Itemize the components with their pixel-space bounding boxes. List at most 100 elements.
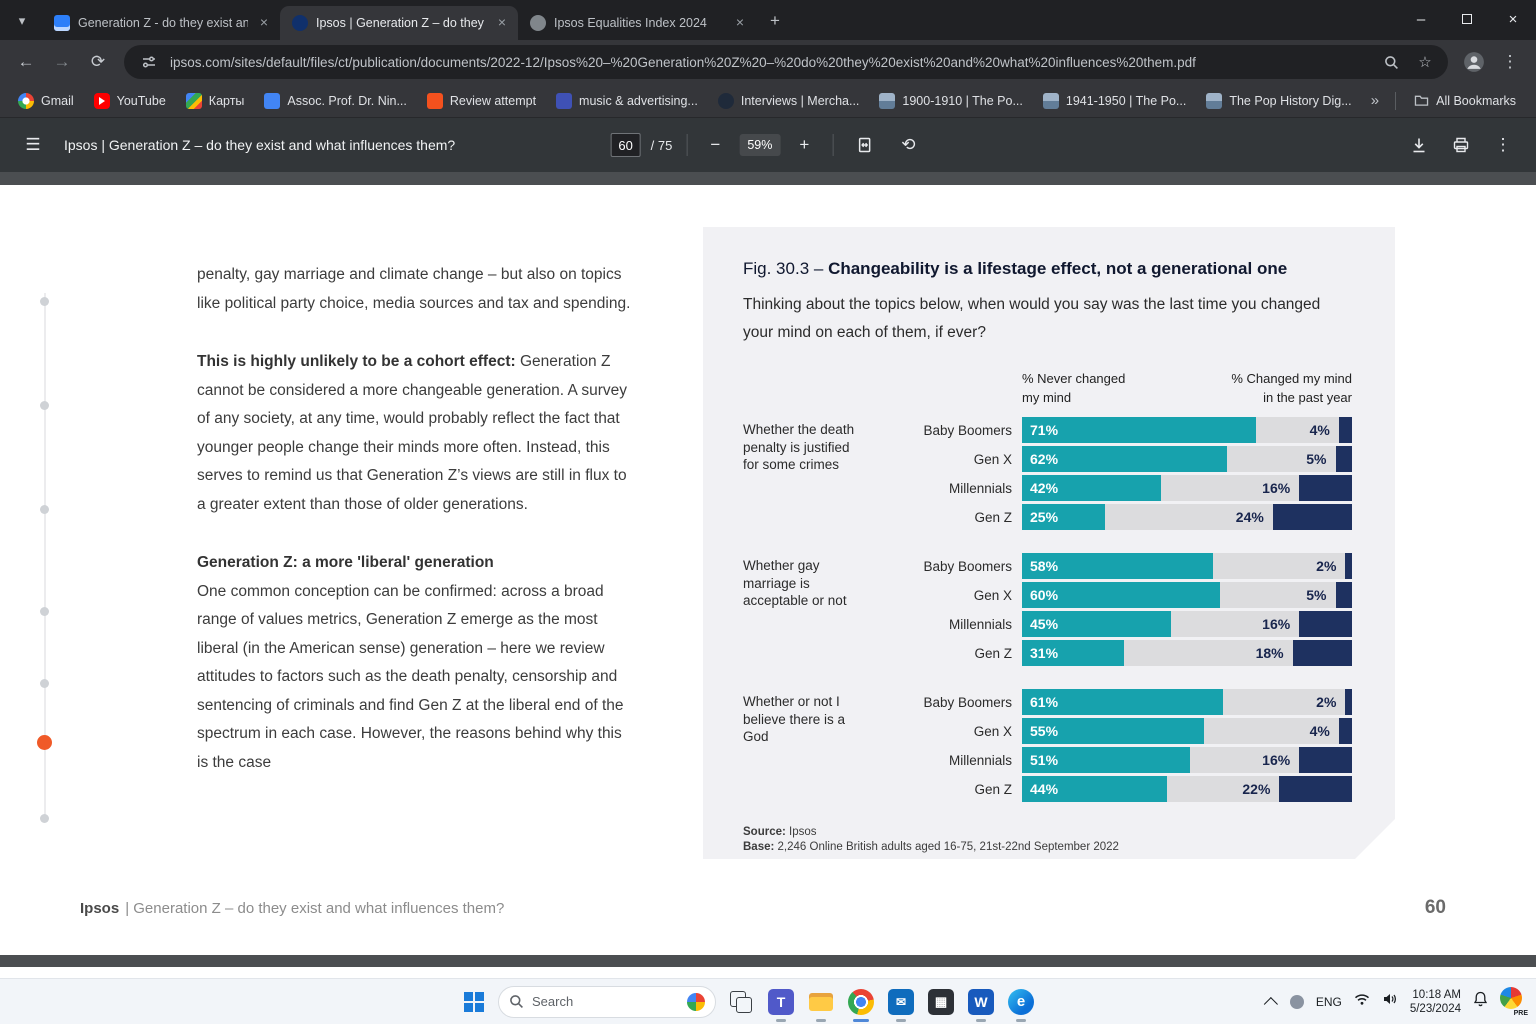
- zoom-in-button[interactable]: +: [799, 135, 810, 154]
- source-label: Source:: [743, 826, 786, 838]
- paragraph: One common conception can be confirmed: …: [197, 582, 624, 771]
- notification-bell-icon[interactable]: [1473, 991, 1488, 1012]
- changed-value-label: 24%: [1235, 509, 1264, 525]
- bookmark-item[interactable]: Review attempt: [419, 89, 544, 113]
- generation-label: Gen X: [973, 451, 1012, 467]
- bookmark-item[interactable]: 1900-1910 | The Po...: [871, 89, 1030, 113]
- pdf-menu-icon[interactable]: ☰: [25, 135, 41, 154]
- tab-search-icon[interactable]: ▾: [18, 13, 26, 28]
- never-value-label: 60%: [1030, 587, 1059, 603]
- tray-app-icon[interactable]: [1289, 994, 1304, 1009]
- zoom-out-button[interactable]: −: [710, 135, 721, 154]
- inline-heading: This is highly unlikely to be a cohort e…: [197, 353, 516, 370]
- bar-changed-past-year: [1299, 747, 1352, 773]
- site-info-icon[interactable]: [136, 49, 162, 75]
- edge-icon[interactable]: e: [1008, 988, 1034, 1022]
- address-bar[interactable]: ipsos.com/sites/default/files/ct/publica…: [124, 45, 1448, 79]
- browser-menu-icon[interactable]: ⋮: [1501, 52, 1519, 71]
- language-indicator[interactable]: ENG: [1315, 994, 1342, 1009]
- bookmark-item[interactable]: YouTube: [86, 89, 174, 113]
- profile-avatar[interactable]: [1458, 46, 1490, 78]
- photo-favicon: [1042, 92, 1059, 109]
- clock[interactable]: 10:18 AM 5/23/2024: [1410, 988, 1461, 1016]
- file-explorer-icon[interactable]: [808, 989, 834, 1022]
- forward-icon[interactable]: →: [53, 52, 71, 71]
- toolbar-separator: [832, 134, 834, 156]
- back-icon[interactable]: ←: [17, 52, 35, 71]
- rotate-icon[interactable]: ⟲: [901, 135, 916, 154]
- bookmarks-overflow-icon[interactable]: »: [1370, 92, 1380, 109]
- gray-circle-favicon: [530, 15, 546, 31]
- new-tab-button[interactable]: +: [770, 11, 780, 30]
- bar-never-changed: 60%: [1022, 582, 1220, 608]
- bookmark-item[interactable]: Interviews | Mercha...: [710, 89, 868, 113]
- taskbar-search[interactable]: Search: [498, 985, 716, 1018]
- tray-chevron-up-icon[interactable]: [1263, 996, 1278, 1011]
- reload-icon[interactable]: ⟳: [90, 52, 106, 71]
- tab-strip: ▾ Generation Z - do they exist an... × Ips…: [0, 0, 1536, 40]
- bookmark-star-icon[interactable]: ☆: [1418, 54, 1432, 71]
- bar-rows: Baby Boomers 71% 4% Gen X 62% 5% Millennials 42…: [888, 417, 1352, 533]
- bar-never-changed: 71%: [1022, 417, 1256, 443]
- running-indicator: [976, 1018, 986, 1022]
- bar-never-changed: 51%: [1022, 747, 1190, 773]
- word-icon[interactable]: W: [968, 988, 994, 1022]
- store-icon[interactable]: ▦: [928, 988, 954, 1015]
- bookmarks-divider: [1395, 91, 1397, 110]
- outlook-icon[interactable]: ✉: [888, 988, 914, 1022]
- chart-figure-number: Fig. 30.3 –: [743, 259, 829, 278]
- bookmark-item[interactable]: 1941-1950 | The Po...: [1035, 89, 1194, 113]
- bar-rows: Baby Boomers 61% 2% Gen X 55% 4% Millennials 51…: [888, 689, 1352, 805]
- never-changed-header: % Never changed my mind: [1022, 371, 1126, 405]
- all-bookmarks-button[interactable]: All Bookmarks: [1404, 90, 1526, 112]
- bar-track: 62% 5%: [1022, 446, 1352, 472]
- chart-group: Whether or not I believe there is a God B…: [743, 689, 1355, 805]
- tray-colorful-app-icon[interactable]: PRE: [1500, 986, 1528, 1017]
- chrome-icon[interactable]: [848, 988, 874, 1022]
- browser-tab[interactable]: Generation Z - do they exist an... ×: [42, 6, 280, 40]
- bookmark-label: 1900-1910 | The Po...: [902, 93, 1023, 108]
- bookmark-item[interactable]: music & advertising...: [548, 89, 706, 113]
- bar-never-changed: 62%: [1022, 446, 1227, 472]
- page-number-input[interactable]: 60: [610, 133, 641, 157]
- url-text[interactable]: ipsos.com/sites/default/files/ct/publica…: [170, 54, 1196, 70]
- bookmark-item[interactable]: Карты: [178, 89, 253, 113]
- task-view-icon[interactable]: [728, 989, 754, 1015]
- changed-value-label: 5%: [1306, 587, 1327, 603]
- download-icon[interactable]: [1402, 128, 1436, 162]
- minimize-button[interactable]: –: [1416, 10, 1426, 28]
- fit-page-icon[interactable]: [847, 128, 881, 162]
- footer-title: | Generation Z – do they exist and what …: [125, 900, 505, 917]
- start-button-icon[interactable]: [462, 990, 486, 1014]
- bar-changed-past-year: [1336, 446, 1353, 472]
- maximize-button[interactable]: [1444, 0, 1490, 38]
- volume-icon[interactable]: [1382, 992, 1398, 1011]
- browser-tab[interactable]: Ipsos | Generation Z – do they e... ×: [280, 6, 518, 40]
- bookmark-item[interactable]: The Pop History Dig...: [1198, 89, 1359, 113]
- zoom-level[interactable]: 59%: [739, 134, 781, 156]
- bookmark-item[interactable]: Assoc. Prof. Dr. Nin...: [256, 89, 414, 113]
- pdf-document-title: Ipsos | Generation Z – do they exist and…: [64, 137, 456, 153]
- bar-track: 42% 16%: [1022, 475, 1352, 501]
- wifi-icon[interactable]: [1354, 993, 1370, 1011]
- bar-row: Baby Boomers 61% 2%: [888, 689, 1352, 715]
- browser-tab[interactable]: Ipsos Equalities Index 2024 ×: [518, 6, 756, 40]
- dots-rail-line: [44, 293, 46, 820]
- bar-changed-past-year: [1279, 776, 1352, 802]
- pinwheel-icon: [1500, 986, 1522, 1009]
- chart-title: Fig. 30.3 – Changeability is a lifestage…: [743, 257, 1355, 281]
- print-icon[interactable]: [1444, 128, 1478, 162]
- never-value-label: 42%: [1030, 480, 1059, 496]
- tab-close-icon[interactable]: ×: [497, 14, 507, 30]
- bookmark-item[interactable]: Gmail: [10, 89, 82, 113]
- tab-close-icon[interactable]: ×: [735, 14, 745, 30]
- close-button[interactable]: ×: [1508, 10, 1518, 28]
- bar-changed-past-year: [1339, 417, 1352, 443]
- zoom-magnifier-icon[interactable]: [1378, 49, 1404, 75]
- teams-icon[interactable]: T: [768, 988, 794, 1022]
- pdf-viewport[interactable]: penalty, gay marriage and climate change…: [0, 172, 1536, 978]
- tab-close-icon[interactable]: ×: [259, 14, 269, 30]
- pdf-more-icon[interactable]: ⋮: [1494, 135, 1512, 154]
